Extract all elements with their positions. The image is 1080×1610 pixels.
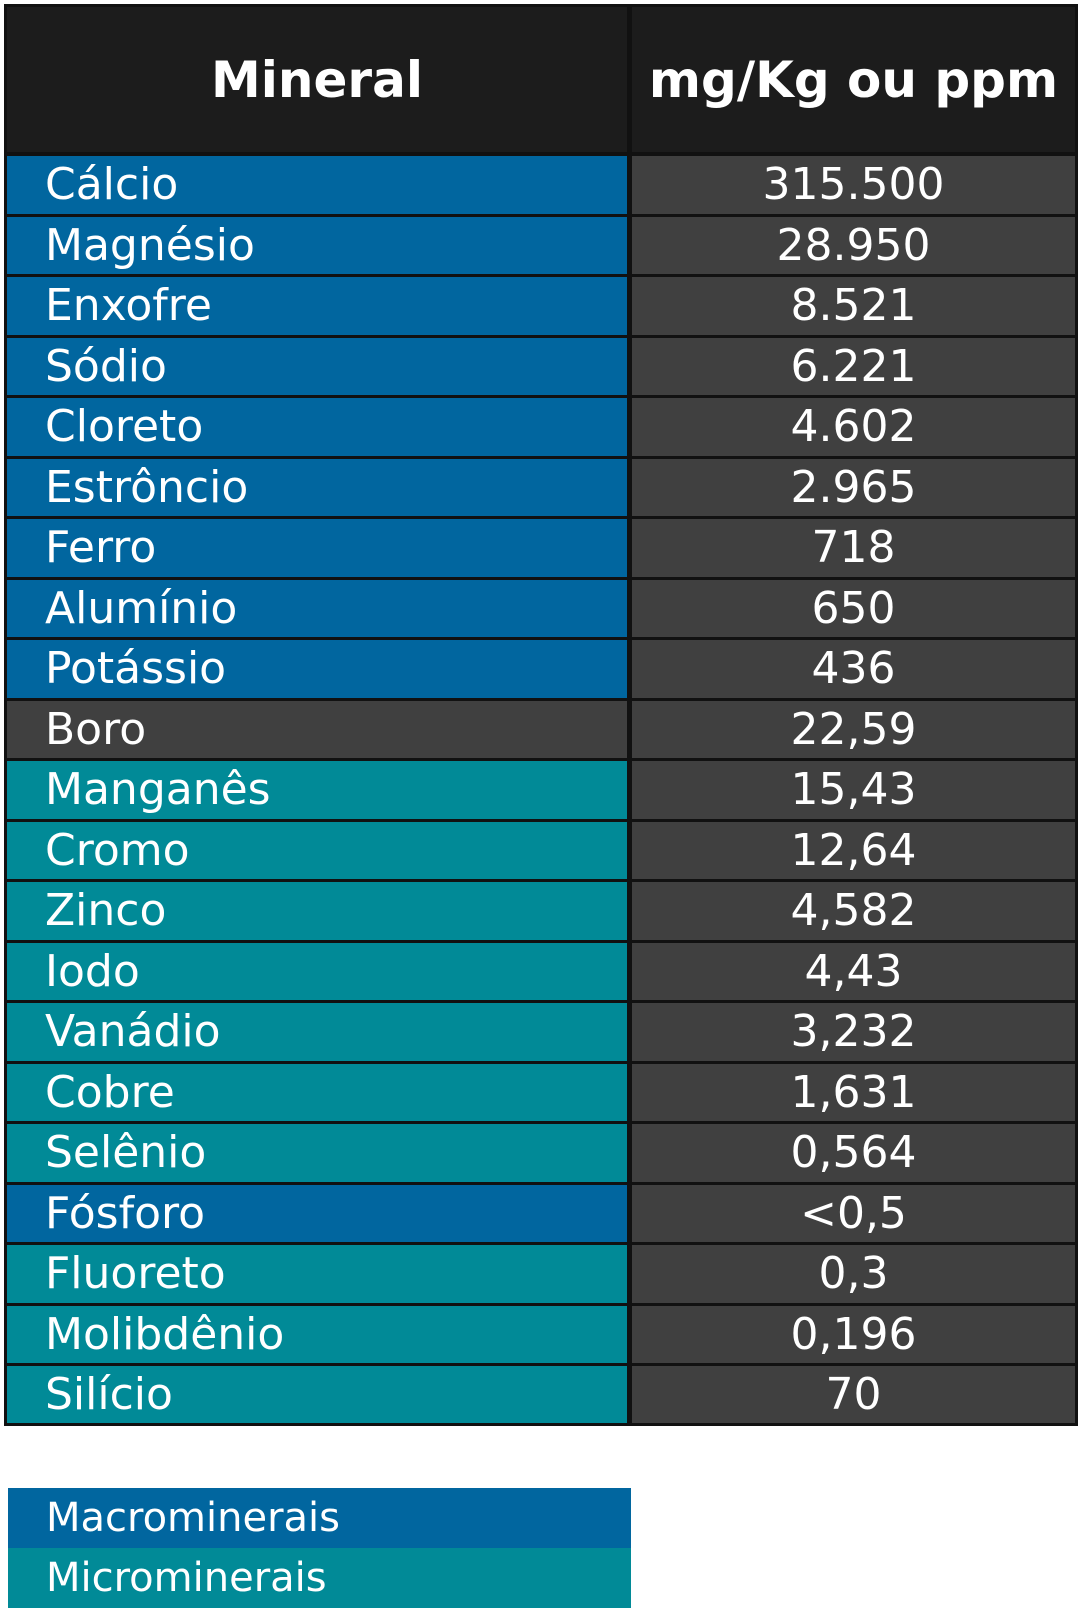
mineral-name-cell: Cobre	[7, 1063, 632, 1121]
mineral-name-cell: Manganês	[7, 761, 632, 819]
table-row: Fósforo <0,5	[7, 1184, 1075, 1245]
mineral-name-cell: Zinco	[7, 882, 632, 940]
table-row: Manganês 15,43	[7, 761, 1075, 822]
table-row: Cromo 12,64	[7, 821, 1075, 882]
header-mineral: Mineral	[7, 7, 632, 152]
table-row: Boro 22,59	[7, 700, 1075, 761]
mineral-value-cell: 4.602	[632, 398, 1075, 456]
mineral-value-cell: <0,5	[632, 1184, 1075, 1242]
mineral-value-cell: 0,564	[632, 1124, 1075, 1182]
table-row: Alumínio 650	[7, 579, 1075, 640]
mineral-value-cell: 12,64	[632, 821, 1075, 879]
mineral-value-cell: 4,582	[632, 882, 1075, 940]
table-row: Selênio 0,564	[7, 1124, 1075, 1185]
legend-item-micro: Microminerais	[8, 1548, 631, 1608]
table-row: Potássio 436	[7, 640, 1075, 701]
mineral-name-cell: Potássio	[7, 640, 632, 698]
table-row: Zinco 4,582	[7, 882, 1075, 943]
mineral-value-cell: 0,3	[632, 1245, 1075, 1303]
mineral-name-cell: Silício	[7, 1366, 632, 1423]
table-row: Iodo 4,43	[7, 942, 1075, 1003]
mineral-name-cell: Molibdênio	[7, 1305, 632, 1363]
mineral-value-cell: 3,232	[632, 1003, 1075, 1061]
table-row: Magnésio 28.950	[7, 216, 1075, 277]
header-unit: mg/Kg ou ppm	[648, 50, 1059, 109]
table-row: Ferro 718	[7, 519, 1075, 580]
mineral-name-cell: Cromo	[7, 821, 632, 879]
table-row: Vanádio 3,232	[7, 1003, 1075, 1064]
mineral-name-cell: Enxofre	[7, 277, 632, 335]
mineral-name-cell: Estrôncio	[7, 458, 632, 516]
mineral-value-cell: 4,43	[632, 942, 1075, 1000]
table-header: Mineral mg/Kg ou ppm	[7, 7, 1075, 156]
mineral-value-cell: 650	[632, 579, 1075, 637]
mineral-name-cell: Boro	[7, 700, 632, 758]
minerals-table: Mineral mg/Kg ou ppm Cálcio 315.500 Magnés…	[4, 4, 1078, 1426]
mineral-name-cell: Selênio	[7, 1124, 632, 1182]
mineral-value-cell: 0,196	[632, 1305, 1075, 1363]
mineral-value-cell: 6.221	[632, 337, 1075, 395]
table-row: Fluoreto 0,3	[7, 1245, 1075, 1306]
table-row: Estrôncio 2.965	[7, 458, 1075, 519]
table-row: Sódio 6.221	[7, 337, 1075, 398]
mineral-value-cell: 315.500	[632, 156, 1075, 214]
mineral-name-cell: Cálcio	[7, 156, 632, 214]
mineral-name-cell: Alumínio	[7, 579, 632, 637]
legend: Macrominerais Microminerais	[8, 1488, 631, 1608]
mineral-name-cell: Ferro	[7, 519, 632, 577]
mineral-name-cell: Magnésio	[7, 216, 632, 274]
table-body: Cálcio 315.500 Magnésio 28.950 Enxofre 8.521 S…	[7, 156, 1075, 1423]
mineral-value-cell: 8.521	[632, 277, 1075, 335]
mineral-value-cell: 70	[632, 1366, 1075, 1423]
mineral-name-cell: Vanádio	[7, 1003, 632, 1061]
mineral-value-cell: 2.965	[632, 458, 1075, 516]
table-row: Silício 70	[7, 1366, 1075, 1423]
legend-item-macro: Macrominerais	[8, 1488, 631, 1548]
table-row: Cloreto 4.602	[7, 398, 1075, 459]
mineral-value-cell: 718	[632, 519, 1075, 577]
mineral-value-cell: 15,43	[632, 761, 1075, 819]
mineral-value-cell: 436	[632, 640, 1075, 698]
table-row: Cálcio 315.500	[7, 156, 1075, 217]
table-row: Cobre 1,631	[7, 1063, 1075, 1124]
mineral-name-cell: Iodo	[7, 942, 632, 1000]
mineral-value-cell: 28.950	[632, 216, 1075, 274]
mineral-name-cell: Fluoreto	[7, 1245, 632, 1303]
mineral-value-cell: 22,59	[632, 700, 1075, 758]
mineral-value-cell: 1,631	[632, 1063, 1075, 1121]
mineral-name-cell: Cloreto	[7, 398, 632, 456]
table-row: Molibdênio 0,196	[7, 1305, 1075, 1366]
mineral-name-cell: Fósforo	[7, 1184, 632, 1242]
table-row: Enxofre 8.521	[7, 277, 1075, 338]
mineral-name-cell: Sódio	[7, 337, 632, 395]
